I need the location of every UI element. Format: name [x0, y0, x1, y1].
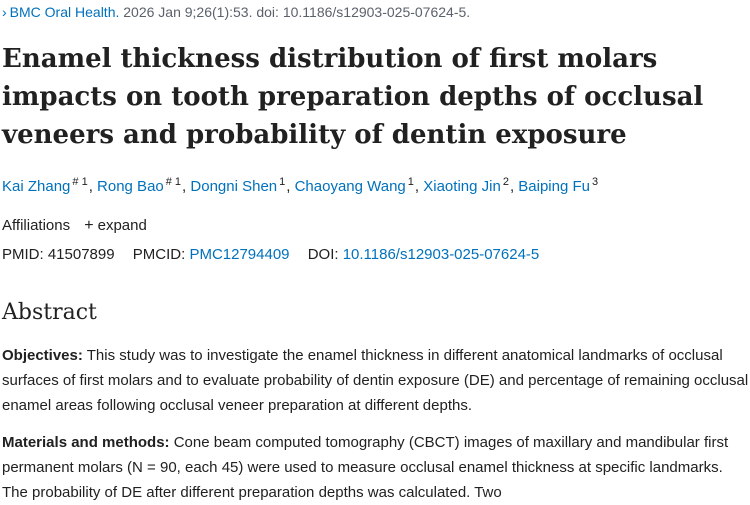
article-title: Enamel thickness distribution of first m… [2, 44, 704, 150]
expand-button[interactable]: + expand [84, 217, 147, 234]
pmcid-label: PMCID: [132, 246, 186, 263]
author-link[interactable]: Baiping Fu [518, 178, 590, 195]
author-affiliation-ref[interactable]: 3 [592, 176, 599, 188]
affiliations-toggle[interactable]: Affiliations + expand [2, 217, 147, 235]
methods-label: Materials and methods: [2, 434, 170, 451]
author-affiliation-ref[interactable]: 1 [279, 176, 286, 188]
author-link[interactable]: Kai Zhang [2, 178, 71, 195]
pmcid-link[interactable]: PMC12794409 [189, 246, 290, 263]
author-affiliation-ref[interactable]: # 1 [72, 176, 88, 188]
objectives-label: Objectives: [2, 347, 83, 364]
author-link[interactable]: Xiaoting Jin [423, 178, 501, 195]
citation-line: › BMC Oral Health. 2026 Jan 9;26(1):53. d… [2, 4, 470, 20]
doi-label: DOI: [307, 246, 339, 263]
abstract-objectives: Objectives: This study was to investigat… [2, 343, 750, 418]
affiliations-label: Affiliations [2, 217, 71, 234]
objectives-text: This study was to investigate the enamel… [2, 347, 749, 414]
author-link[interactable]: Chaoyang Wang [294, 178, 406, 195]
plus-icon: + [84, 217, 94, 234]
chevron-right-icon[interactable]: › [2, 4, 7, 20]
pmid-value: 41507899 [47, 246, 115, 263]
journal-link[interactable]: BMC Oral Health. [9, 4, 120, 20]
author-link[interactable]: Rong Bao [97, 178, 164, 195]
author-list: Kai Zhang # 1, Rong Bao # 1, Dongni Shen 1,… [2, 176, 599, 195]
author-affiliation-ref[interactable]: 2 [502, 176, 509, 188]
author-link[interactable]: Dongni Shen [190, 178, 278, 195]
identifiers: PMID: 41507899 PMCID: PMC12794409 DOI: 1… [2, 246, 539, 263]
author-affiliation-ref[interactable]: # 1 [165, 176, 182, 188]
citation-details: 2026 Jan 9;26(1):53. doi: 10.1186/s12903… [119, 4, 471, 20]
abstract-heading: Abstract [2, 300, 97, 325]
doi-link[interactable]: 10.1186/s12903-025-07624-5 [342, 246, 540, 263]
abstract-methods: Materials and methods: Cone beam compute… [2, 430, 750, 505]
author-affiliation-ref[interactable]: 1 [407, 176, 414, 188]
pmid-label: PMID: [2, 246, 44, 263]
methods-text: Cone beam computed tomography (CBCT) ima… [2, 434, 729, 501]
